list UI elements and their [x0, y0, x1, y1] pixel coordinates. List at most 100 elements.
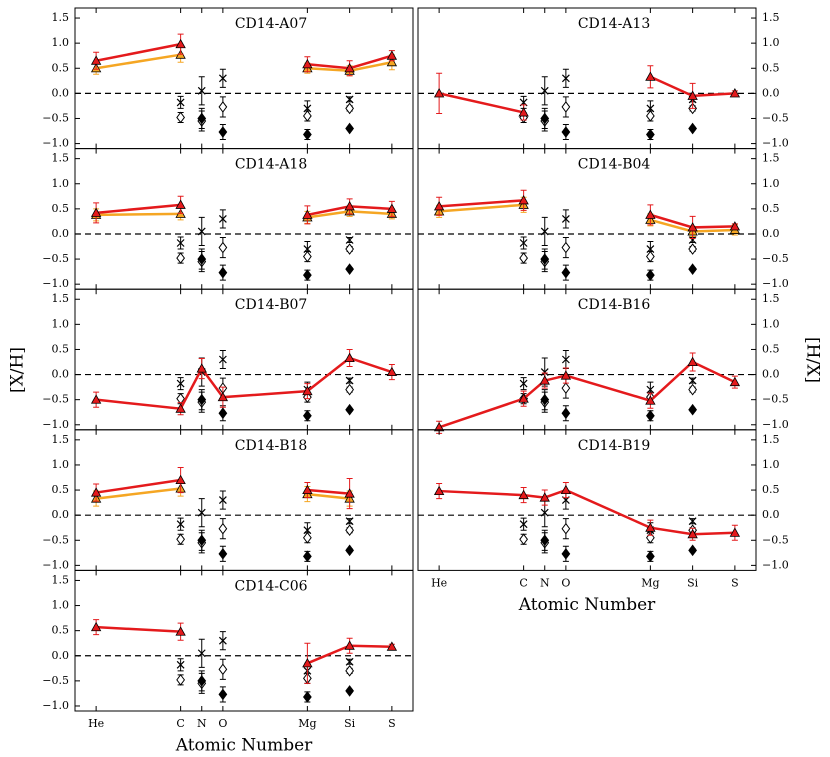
triangle-marker: [344, 352, 355, 362]
filled-diamond: [561, 407, 571, 420]
cross-marker: [688, 376, 697, 385]
x-tick-label: S: [731, 576, 739, 589]
y-tick-label: −1.0: [762, 418, 789, 431]
triangle-marker: [645, 395, 656, 405]
cross-marker: [197, 508, 206, 517]
y-tick-label: 0.0: [762, 86, 780, 99]
cross-marker: [540, 86, 549, 95]
filled-diamond: [646, 550, 655, 563]
y-tick-label: −1.0: [762, 137, 789, 150]
cross-marker: [540, 227, 549, 236]
x-tick-label: N: [197, 717, 207, 730]
y-tick-label: 1.5: [762, 292, 780, 305]
open-diamond: [218, 663, 228, 676]
filled-diamond: [197, 112, 207, 125]
open-diamond: [345, 102, 354, 115]
cross-marker: [218, 74, 227, 83]
cross-marker: [688, 236, 697, 244]
y-tick-label: 1.0: [52, 317, 70, 330]
y-tick-label: 1.5: [52, 152, 70, 165]
filled-diamond: [303, 269, 312, 281]
series-line: [95, 478, 350, 495]
cross-marker: [176, 520, 185, 529]
triangle-marker: [90, 394, 102, 404]
triangle-marker: [687, 90, 698, 100]
y-tick-label: 1.0: [52, 36, 70, 49]
triangle-marker: [645, 209, 656, 219]
y-tick-label: −1.0: [42, 558, 69, 571]
y-tick-label: 0.0: [762, 227, 780, 240]
triangle-marker: [645, 71, 656, 81]
open-diamond: [519, 252, 528, 264]
open-diamond: [218, 241, 228, 254]
cross-marker: [345, 517, 354, 526]
triangle-marker: [344, 201, 355, 211]
y-tick-label: −1.0: [762, 558, 789, 571]
cross-marker: [176, 239, 185, 247]
open-diamond: [176, 674, 185, 686]
panel-frame: [74, 569, 414, 712]
cross-marker: [345, 236, 354, 244]
triangle-marker: [560, 484, 572, 495]
y2-axis-label: [H/X]: [803, 337, 823, 383]
filled-diamond: [303, 409, 312, 422]
triangle-marker: [539, 492, 550, 502]
open-diamond: [688, 383, 697, 396]
filled-diamond: [540, 534, 550, 547]
x-tick-label: O: [218, 717, 227, 730]
filled-diamond: [646, 269, 655, 281]
triangle-marker: [302, 58, 313, 69]
x-tick-label: Si: [687, 576, 699, 589]
filled-diamond: [688, 544, 697, 557]
cross-marker: [176, 379, 185, 388]
filled-diamond: [218, 126, 228, 138]
y-tick-label: 1.0: [52, 177, 70, 190]
triangle-marker: [729, 527, 741, 537]
cross-marker: [561, 74, 570, 83]
open-diamond: [345, 243, 354, 255]
y-tick-label: −0.5: [42, 111, 69, 124]
y-tick-label: −0.5: [762, 252, 789, 265]
filled-diamond: [218, 407, 228, 420]
filled-diamond: [218, 266, 228, 279]
y-tick-label: 1.5: [52, 292, 70, 305]
series-line: [95, 42, 393, 70]
y-tick-label: 0.0: [762, 508, 780, 521]
triangle-marker: [687, 356, 698, 367]
y-tick-label: 0.0: [52, 227, 70, 240]
y-tick-label: −1.0: [42, 418, 69, 431]
triangle-marker: [217, 391, 229, 402]
y-tick-label: −1.0: [42, 277, 69, 290]
triangle-marker: [433, 201, 445, 211]
series-line: [439, 199, 735, 229]
open-diamond: [303, 531, 312, 544]
triangle-marker: [433, 485, 445, 496]
y-tick-label: −0.5: [42, 393, 69, 406]
y-tick-label: 0.5: [762, 342, 780, 355]
y-tick-label: 0.5: [762, 483, 780, 496]
y-tick-label: −1.0: [42, 137, 69, 150]
x-tick-label: Mg: [298, 717, 316, 730]
open-diamond: [561, 522, 571, 535]
cross-marker: [218, 496, 227, 505]
y-tick-label: 0.0: [762, 368, 780, 381]
filled-diamond: [561, 547, 571, 560]
panel-title: CD14-B04: [578, 157, 651, 173]
filled-diamond: [218, 688, 228, 701]
open-diamond: [519, 533, 528, 546]
triangle-marker: [687, 528, 698, 539]
y-tick-label: −0.5: [762, 111, 789, 124]
panel-title: CD14-A07: [235, 16, 307, 32]
open-diamond: [561, 101, 571, 113]
cross-marker: [345, 95, 354, 104]
series-line: [95, 487, 350, 500]
filled-diamond: [688, 122, 697, 135]
filled-diamond: [540, 112, 550, 125]
cross-marker: [197, 86, 206, 95]
filled-diamond: [218, 547, 228, 560]
cross-marker: [218, 214, 227, 223]
x-tick-label: C: [519, 576, 527, 589]
filled-diamond: [646, 128, 655, 141]
triangle-marker: [175, 403, 186, 413]
